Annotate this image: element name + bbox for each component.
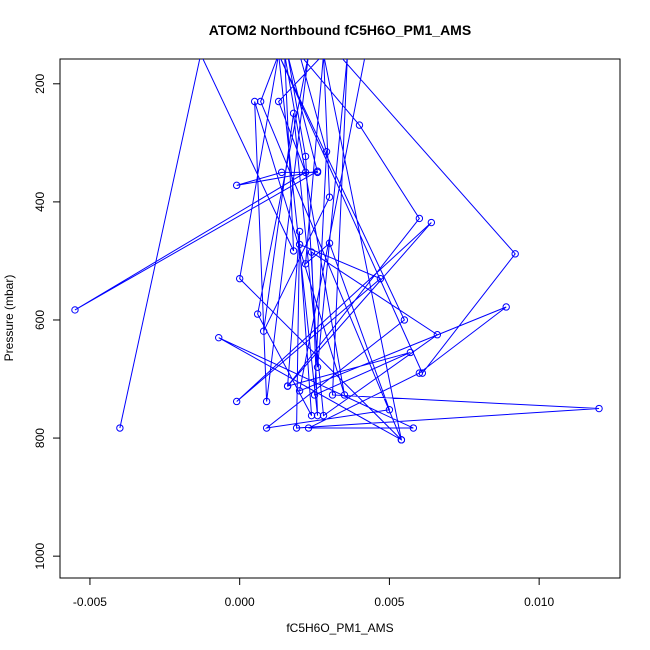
x-tick-label: 0.000 [225,595,255,609]
x-tick-label: 0.010 [524,595,554,609]
data-point [235,274,244,283]
x-tick-label: -0.005 [73,595,107,609]
data-point [274,97,283,106]
data-point [301,260,310,268]
y-tick-label: 800 [33,428,47,448]
data-point [295,227,304,236]
data-point [215,333,223,342]
x-axis: -0.005 0.000 0.005 0.010 [73,577,554,609]
data-point [313,167,322,175]
data-point [232,397,241,406]
data-point [325,193,334,201]
y-axis: 200 400 600 800 1000 [33,73,61,570]
data-point [301,152,310,161]
data-point [292,424,301,432]
y-tick-label: 200 [33,73,47,93]
data-point [340,391,349,399]
data-point [262,424,271,432]
data-point [325,239,334,247]
data-point [313,363,322,371]
y-tick-label: 600 [33,310,47,330]
x-axis-label: fC5H6O_PM1_AMS [286,621,393,635]
data-point [116,424,124,432]
y-tick-label: 1000 [33,542,47,569]
data-point [310,391,319,399]
data-point [262,397,271,406]
data-point [502,303,510,311]
y-tick-label: 400 [33,192,47,212]
data-point [259,327,268,335]
chart-title: ATOM2 Northbound fC5H6O_PM1_AMS [209,22,471,38]
data-point [71,306,79,314]
data-point [295,387,304,395]
data-point [355,121,364,129]
series-points [71,97,603,444]
data-point [295,240,304,249]
data-point [397,436,406,444]
data-point [328,391,337,399]
data-point [427,218,436,227]
data-point [415,214,424,223]
series-lines [74,59,600,441]
data-point [253,310,262,318]
data-point [232,181,241,190]
data-point [433,331,442,339]
data-point [277,168,286,177]
data-point [595,404,603,413]
data-point [415,369,424,377]
data-point [289,109,298,118]
data-point [301,168,310,177]
data-point [376,274,385,283]
data-point [304,424,313,432]
y-axis-label: Pressure (mbar) [2,275,16,362]
data-point [400,316,409,324]
series-line [74,59,600,441]
data-point [511,250,519,258]
x-tick-label: 0.005 [374,595,404,609]
data-point [307,248,316,256]
data-point [418,369,427,377]
data-point [283,382,292,390]
data-point [313,411,322,420]
data-point [409,424,418,432]
data-point [322,147,331,156]
data-point [406,348,415,357]
data-point [256,97,265,106]
data-point [385,406,394,414]
data-point [289,247,298,255]
